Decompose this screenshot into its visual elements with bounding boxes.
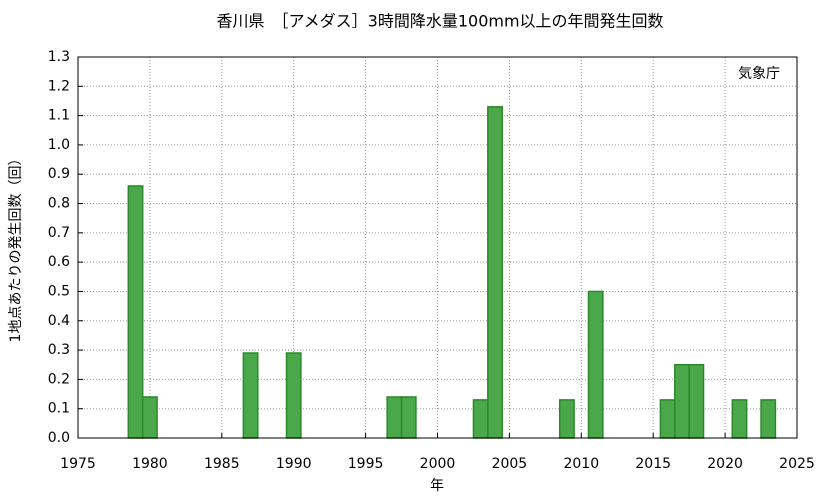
bar bbox=[587, 290, 604, 439]
bar bbox=[688, 363, 705, 439]
x-tick-label: 2025 bbox=[779, 456, 815, 472]
x-tick-label: 2020 bbox=[707, 456, 743, 472]
y-tick-label: 0.4 bbox=[48, 313, 70, 329]
y-tick-label: 0.6 bbox=[48, 254, 70, 270]
bar bbox=[760, 399, 777, 439]
x-tick-label: 1980 bbox=[132, 456, 168, 472]
bar bbox=[487, 106, 503, 439]
bar bbox=[127, 185, 144, 439]
x-tick-label: 1975 bbox=[60, 456, 96, 472]
y-tick-label: 0.9 bbox=[48, 166, 70, 182]
chart-title: 香川県 ［アメダス］3時間降水量100mm以上の年間発生回数 bbox=[216, 12, 663, 31]
y-tick-label: 1.0 bbox=[48, 137, 70, 153]
plot-frame bbox=[77, 56, 798, 439]
bar bbox=[242, 352, 259, 439]
x-tick-label: 2015 bbox=[635, 456, 671, 472]
bar bbox=[558, 399, 575, 439]
y-axis-label: 1地点あたりの発生回数（回） bbox=[8, 152, 24, 343]
y-tick-label: 0.2 bbox=[48, 371, 70, 387]
bar bbox=[285, 352, 302, 439]
x-tick-label: 2010 bbox=[563, 456, 599, 472]
y-tick-label: 1.1 bbox=[48, 108, 70, 124]
bar bbox=[731, 399, 748, 439]
annotation: 気象庁 bbox=[738, 66, 780, 82]
bar bbox=[674, 363, 690, 439]
y-tick-label: 0.1 bbox=[48, 401, 70, 417]
bar bbox=[659, 399, 676, 439]
y-tick-label: 1.2 bbox=[48, 78, 70, 94]
bar bbox=[400, 396, 417, 439]
y-tick-label: 0.5 bbox=[48, 283, 70, 299]
y-tick-label: 0.0 bbox=[48, 430, 70, 446]
x-tick-label: 2000 bbox=[420, 456, 456, 472]
x-tick-label: 1995 bbox=[348, 456, 384, 472]
y-tick-label: 0.8 bbox=[48, 196, 70, 212]
x-axis-label: 年 bbox=[430, 478, 444, 494]
bar bbox=[386, 396, 403, 439]
y-tick-label: 0.7 bbox=[48, 225, 70, 241]
x-tick-label: 1985 bbox=[204, 456, 240, 472]
y-tick-label: 1.3 bbox=[48, 49, 70, 65]
x-tick-label: 1990 bbox=[276, 456, 312, 472]
bar bbox=[472, 399, 489, 439]
x-tick-label: 2005 bbox=[492, 456, 528, 472]
bar bbox=[141, 396, 158, 439]
y-tick-label: 0.3 bbox=[48, 342, 70, 358]
